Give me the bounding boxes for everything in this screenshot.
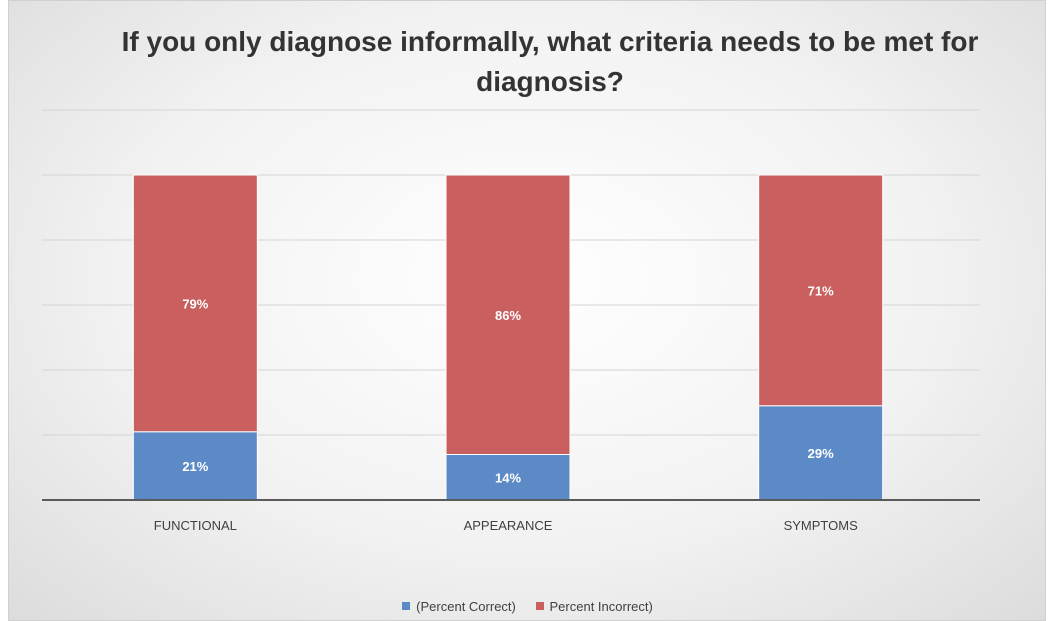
legend-swatch-correct — [402, 602, 411, 610]
legend-label-incorrect: Percent Incorrect) — [549, 598, 653, 614]
legend-item-correct: (Percent Correct) — [402, 599, 516, 614]
chart-title: If you only diagnose informally, what cr… — [121, 26, 979, 97]
data-label-correct-appearance: 14% — [495, 470, 521, 485]
bar-correct-functional — [132, 431, 258, 501]
bar-incorrect-functional — [132, 174, 258, 433]
data-label-incorrect-symptoms: 71% — [808, 283, 834, 298]
category-label-functional: FUNCTIONAL — [154, 518, 237, 533]
bar-incorrect-symptoms — [758, 174, 884, 407]
legend-label-correct: (Percent Correct) — [416, 598, 516, 614]
category-label-appearance: APPEARANCE — [464, 518, 553, 533]
legend-item-incorrect: Percent Incorrect) — [535, 598, 653, 614]
legend-swatch-incorrect — [535, 602, 544, 610]
chart-legend: (Percent Correct) Percent Incorrect) — [0, 598, 1055, 614]
data-label-incorrect-functional: 79% — [182, 296, 208, 311]
data-label-correct-functional: 21% — [182, 459, 208, 474]
category-label-symptoms: SYMPTOMS — [784, 518, 858, 533]
data-label-incorrect-appearance: 86% — [495, 308, 521, 323]
bar-incorrect-appearance — [445, 174, 571, 455]
data-label-correct-symptoms: 29% — [808, 446, 834, 461]
